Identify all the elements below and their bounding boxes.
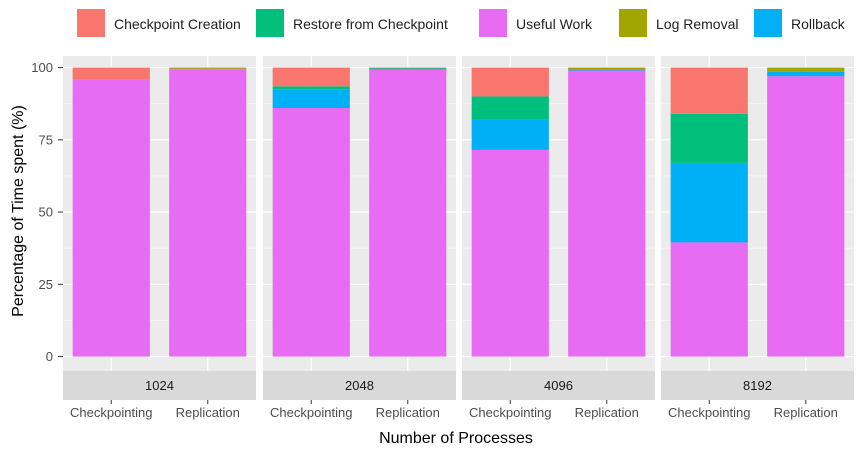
bar-8192-checkpointing-checkpoint-creation: [670, 67, 748, 114]
legend: Checkpoint Creation Restore from Checkpo…: [0, 0, 861, 48]
bar-8192-replication-rollback: [767, 71, 845, 77]
legend-item-restore-from-checkpoint: Restore from Checkpoint: [255, 8, 448, 38]
x-axis-title: Number of Processes: [379, 430, 533, 447]
bar-8192-replication-useful-work: [767, 76, 845, 357]
facet-strip-2048: [263, 371, 456, 400]
bar-4096-replication-log-removal: [568, 67, 646, 70]
bar-2048-replication-log-removal: [369, 67, 447, 69]
x-tick-label-checkpointing: Checkpointing: [469, 405, 551, 420]
y-tick-label-100: 100: [31, 60, 53, 75]
legend-label-checkpoint-creation: Checkpoint Creation: [114, 16, 241, 32]
y-tick-label-50: 50: [39, 205, 53, 220]
bar-4096-checkpointing-restore-from-checkpoint: [471, 96, 549, 120]
legend-item-useful-work: Useful Work: [478, 8, 592, 38]
bar-4096-checkpointing-rollback: [471, 119, 549, 150]
bar-1024-replication-useful-work: [169, 68, 247, 357]
legend-item-rollback: Rollback: [753, 8, 845, 38]
x-tick-label-checkpointing: Checkpointing: [70, 405, 152, 420]
facet-label-1024: 1024: [145, 378, 174, 393]
legend-label-restore-from-checkpoint: Restore from Checkpoint: [293, 16, 448, 32]
bar-8192-checkpointing-restore-from-checkpoint: [670, 113, 748, 163]
bar-1024-replication-log-removal: [169, 67, 247, 69]
facet-panels: Checkpointing Replication1024Checkpointin…: [63, 56, 854, 420]
bar-4096-replication-rollback: [568, 69, 646, 71]
bar-2048-checkpointing-checkpoint-creation: [272, 67, 350, 87]
legend-label-useful-work: Useful Work: [516, 16, 592, 32]
x-tick-label-replication: Replication: [575, 405, 639, 420]
y-axis-title: Percentage of Time spent (%): [10, 105, 27, 317]
bar-2048-replication-useful-work: [369, 69, 447, 357]
bar-1024-checkpointing-useful-work: [72, 79, 150, 357]
facet-strip-1024: [63, 371, 256, 400]
y-axis: 0 25 50 75 100: [31, 60, 63, 364]
bar-2048-checkpointing-useful-work: [272, 108, 350, 357]
x-tick-label-replication: Replication: [376, 405, 440, 420]
bar-1024-checkpointing-checkpoint-creation: [72, 67, 150, 80]
y-tick-label-25: 25: [39, 277, 53, 292]
x-tick-label-checkpointing: Checkpointing: [270, 405, 352, 420]
bar-4096-checkpointing-checkpoint-creation: [471, 67, 549, 97]
facet-label-2048: 2048: [345, 378, 374, 393]
bar-8192-checkpointing-rollback: [670, 162, 748, 243]
bar-2048-checkpointing-restore-from-checkpoint: [272, 86, 350, 90]
y-tick-label-0: 0: [46, 349, 53, 364]
bar-8192-checkpointing-useful-work: [670, 242, 748, 357]
legend-item-log-removal: Log Removal: [618, 8, 739, 38]
legend-label-log-removal: Log Removal: [656, 16, 739, 32]
legend-key-checkpoint-creation: [76, 8, 106, 38]
bar-2048-checkpointing-rollback: [272, 89, 350, 109]
bar-2048-replication-rollback: [369, 68, 447, 70]
bar-8192-replication-log-removal: [767, 67, 845, 72]
bar-4096-replication-useful-work: [568, 70, 646, 357]
bar-4096-checkpointing-useful-work: [471, 149, 549, 357]
x-tick-label-replication: Replication: [774, 405, 838, 420]
facet-strip-4096: [462, 371, 655, 400]
facet-label-8192: 8192: [743, 378, 772, 393]
legend-label-rollback: Rollback: [791, 16, 845, 32]
facet-label-4096: 4096: [544, 378, 573, 393]
legend-key-rollback: [753, 8, 783, 38]
legend-key-restore-from-checkpoint: [255, 8, 285, 38]
legend-key-log-removal: [618, 8, 648, 38]
facet-strip-8192: [661, 371, 854, 400]
x-tick-label-replication: Replication: [176, 405, 240, 420]
legend-key-useful-work: [478, 8, 508, 38]
y-tick-label-75: 75: [39, 132, 53, 147]
x-tick-label-checkpointing: Checkpointing: [668, 405, 750, 420]
legend-item-checkpoint-creation: Checkpoint Creation: [76, 8, 241, 38]
